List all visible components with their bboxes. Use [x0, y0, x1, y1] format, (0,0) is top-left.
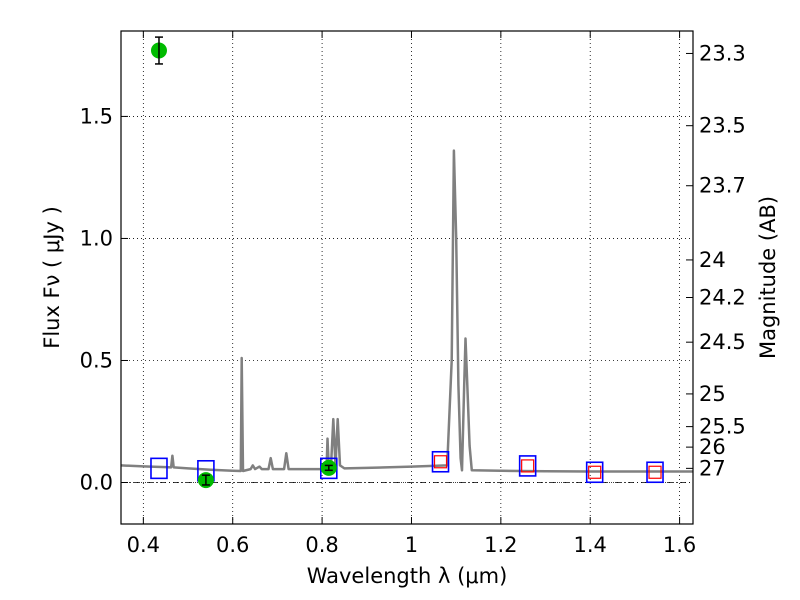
x-tick-label: 1 — [405, 533, 418, 557]
right-tick-label: 24.5 — [699, 330, 746, 354]
x-tick-label: 0.4 — [127, 533, 160, 557]
y-tick-label: 1.0 — [80, 226, 113, 250]
right-tick-label: 25.5 — [699, 415, 746, 439]
model-spectrum-line — [120, 149, 693, 473]
x-axis-label: Wavelength λ (μm) — [307, 564, 508, 588]
x-tick-label: 0.6 — [216, 533, 249, 557]
y-tick-label: 0.0 — [80, 471, 113, 495]
model-photometry-inner-marker — [588, 465, 602, 479]
right-tick-label: 24 — [699, 248, 726, 272]
y-tick-label: 1.5 — [80, 104, 113, 128]
grid-lines — [121, 31, 693, 524]
x-tick-label: 1.6 — [663, 533, 696, 557]
plot-frame — [120, 30, 694, 525]
right-tick-label: 26 — [699, 435, 726, 459]
model-photometry-marker — [585, 461, 604, 484]
right-tick-label: 23.3 — [699, 41, 746, 65]
observed-photometry-layer — [150, 36, 337, 489]
model-photometry-inner-marker — [433, 455, 448, 469]
right-tick-label: 24.2 — [699, 286, 746, 310]
y-axis-label: Flux Fν ( μJy ) — [40, 206, 64, 349]
model-spectrum-layer — [120, 149, 693, 473]
x-tick-label: 0.8 — [305, 533, 338, 557]
right-tick-label: 25 — [699, 382, 726, 406]
right-axis-label: Magnitude (AB) — [756, 196, 780, 359]
x-tick-label: 1.4 — [574, 533, 607, 557]
model-photometry-marker — [646, 461, 664, 484]
model-photometry-marker — [319, 457, 338, 480]
right-tick-label: 27 — [699, 456, 726, 480]
model-photometry-marker — [150, 457, 168, 480]
x-axis-ticks: 0.4 0.6 0.8 1 1.2 1.4 1.6 — [127, 31, 696, 557]
y-tick-label: 0.5 — [80, 348, 113, 372]
model-photometry-inner-marker — [521, 459, 535, 473]
x-tick-label: 1.2 — [484, 533, 517, 557]
model-photometry-marker — [518, 455, 537, 477]
y-axis-ticks: 0.0 0.5 1.0 1.5 — [80, 104, 128, 495]
right-tick-label: 23.5 — [699, 114, 746, 138]
right-tick-label: 23.7 — [699, 174, 746, 198]
model-photometry-inner-marker — [648, 465, 662, 479]
model-photometry-marker — [431, 450, 450, 473]
